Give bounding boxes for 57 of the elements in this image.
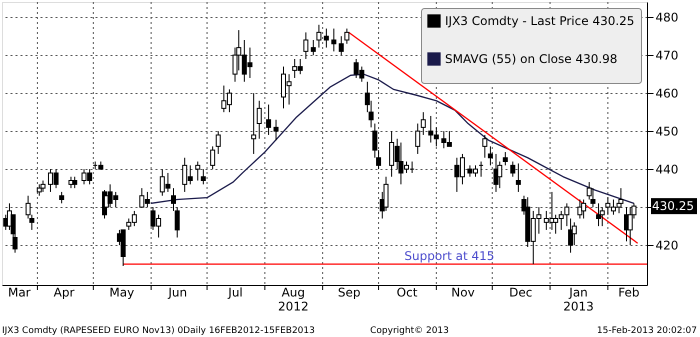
candlestick	[216, 130, 221, 154]
y-tick-label: 460	[656, 86, 678, 101]
candlestick	[251, 92, 256, 154]
candlestick	[482, 134, 488, 158]
legend-label: SMAVG (55) on Close 430.98	[445, 52, 618, 66]
text: 15-Feb-2013 20:02:07	[596, 326, 697, 336]
x-tick-label: Nov	[451, 286, 475, 300]
candlestick	[420, 112, 426, 136]
candlestick	[338, 36, 344, 56]
y-tick-label: 480	[656, 10, 678, 25]
candlestick	[200, 168, 206, 185]
x-tick-label: Sep	[338, 286, 361, 300]
x-tick-label: Dec	[509, 286, 532, 300]
annotation: 430.25	[652, 199, 694, 214]
candlestick	[256, 100, 262, 140]
text: IJX3 Comdty (RAPESEED EURO Nov13) 0Daily 16FEB2012-15FEB2013	[2, 326, 315, 336]
x-tick-label: Jul	[227, 286, 243, 300]
candlestick	[581, 199, 586, 220]
candlestick	[628, 206, 633, 246]
x-tick-label: May	[109, 286, 134, 300]
candlestick	[516, 162, 521, 192]
candlestick	[510, 161, 516, 178]
text: Copyright© 2013	[370, 326, 449, 336]
candlestick	[331, 28, 336, 52]
x-tick-label: Aug 2012	[278, 286, 309, 314]
y-tick-label: 450	[656, 124, 678, 139]
y-tick-label: 420	[656, 238, 678, 253]
x-tick-label: Feb	[618, 286, 640, 300]
candlestick	[195, 161, 200, 182]
x-tick-label: Mar	[8, 286, 31, 300]
candlestick	[544, 210, 549, 230]
candlestick	[502, 152, 508, 166]
candlestick	[324, 28, 329, 48]
candlestick	[600, 206, 605, 227]
candlestick	[303, 32, 308, 60]
candlestick	[415, 123, 420, 154]
annotation: Support at 415	[404, 249, 494, 264]
x-tick-label: Oct	[396, 286, 418, 300]
x-tick-label: Jan 2013	[563, 286, 594, 314]
candlestick	[59, 191, 64, 204]
x-tick-label: Apr	[54, 286, 74, 300]
legend-label: IJX3 Comdty - Last Price 430.25	[445, 14, 634, 28]
candlestick	[266, 104, 272, 136]
candlestick	[344, 28, 350, 44]
candlestick	[36, 184, 42, 196]
candlestick	[40, 180, 46, 192]
candlestick	[310, 39, 316, 56]
candlestick	[210, 146, 216, 170]
candlestick	[316, 24, 322, 48]
y-tick-label: 470	[656, 48, 678, 63]
candlestick	[568, 218, 574, 254]
y-tick-label: 440	[656, 162, 678, 177]
candlestick	[274, 119, 279, 141]
candlestick	[596, 202, 602, 227]
candlestick	[72, 176, 78, 189]
candlestick	[488, 146, 493, 166]
x-tick-label: Jun	[167, 286, 188, 300]
